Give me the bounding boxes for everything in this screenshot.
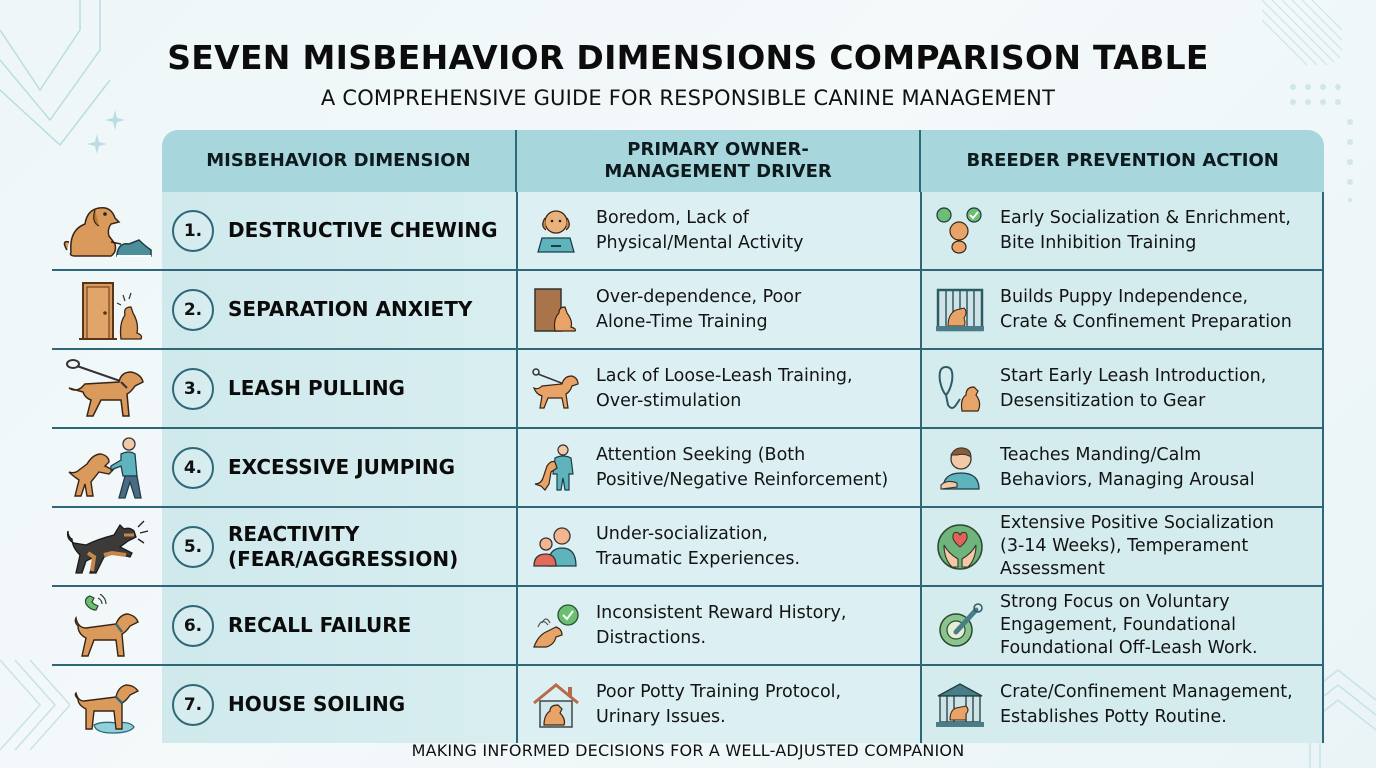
- driver-cell: Under-socialization, Traumatic Experienc…: [516, 508, 920, 585]
- dog-at-door-icon: [52, 271, 162, 348]
- dimension-cell: 6. RECALL FAILURE: [162, 587, 516, 664]
- dimension-label: LEASH PULLING: [228, 376, 405, 400]
- crate-icon: [936, 286, 984, 334]
- driver-text: Poor Potty Training Protocol, Urinary Is…: [596, 682, 842, 727]
- dog-with-bowl-icon: [532, 207, 580, 255]
- dimension-label: HOUSE SOILING: [228, 692, 406, 716]
- driver-text: Attention Seeking (Both Positive/Negativ…: [596, 445, 889, 490]
- driver-cell: Over-dependence, Poor Alone-Time Trainin…: [516, 271, 920, 348]
- dog-jumping-person-icon: [532, 443, 580, 492]
- row-number-badge: 7.: [172, 683, 214, 726]
- action-text: Builds Puppy Independence, Crate & Confi…: [1000, 287, 1292, 332]
- row-number-badge: 2.: [172, 288, 214, 331]
- dog-puddle-icon: [52, 666, 162, 743]
- heart-hands-icon: [936, 523, 984, 571]
- calm-person-icon: [936, 444, 984, 492]
- dog-jumping-on-person-icon: [52, 429, 162, 506]
- driver-text: Over-dependence, Poor Alone-Time Trainin…: [596, 287, 802, 332]
- people-icon: [532, 523, 580, 571]
- leash-puppy-icon: [936, 365, 984, 413]
- dimension-cell: 3. LEASH PULLING: [162, 350, 516, 427]
- row-number-badge: 4.: [172, 446, 214, 489]
- row-number-badge: 3.: [172, 367, 214, 410]
- action-text: Strong Focus on Voluntary Engagement, Fo…: [1000, 592, 1258, 658]
- table-row: 7. HOUSE SOILING Poor Potty Training Pro…: [52, 666, 1324, 743]
- action-text: Extensive Positive Socialization (3-14 W…: [1000, 513, 1275, 579]
- puppy-enrichment-icon: [936, 206, 984, 255]
- dog-phone-call-icon: [52, 587, 162, 664]
- driver-text: Boredom, Lack of Physical/Mental Activit…: [596, 208, 804, 253]
- action-cell: Start Early Leash Introduction, Desensit…: [920, 350, 1324, 427]
- dimension-cell: 4. EXCESSIVE JUMPING: [162, 429, 516, 506]
- driver-text: Inconsistent Reward History, Distraction…: [596, 603, 847, 648]
- sparkle-icon: [87, 110, 125, 154]
- action-text: Early Socialization & Enrichment, Bite I…: [1000, 208, 1291, 253]
- table-header: MISBEHAVIOR DIMENSION PRIMARY OWNER- MAN…: [162, 130, 1324, 192]
- dog-chewing-shoe-icon: [52, 192, 162, 269]
- dog-on-leash-icon: [52, 350, 162, 427]
- dog-checkmark-icon: [532, 602, 580, 650]
- dimension-label: RECALL FAILURE: [228, 613, 412, 637]
- kennel-icon: [936, 681, 984, 729]
- engagement-cycle-icon: [936, 602, 984, 650]
- house-dog-icon: [532, 681, 580, 729]
- table-row: 3. LEASH PULLING Lack of Loose-Leash Tra…: [52, 350, 1324, 429]
- driver-cell: Attention Seeking (Both Positive/Negativ…: [516, 429, 920, 506]
- action-cell: Crate/Confinement Management, Establishe…: [920, 666, 1324, 743]
- column-header-dimension: MISBEHAVIOR DIMENSION: [206, 150, 471, 171]
- table-body: 1. DESTRUCTIVE CHEWING Boredom, Lack of …: [52, 192, 1324, 743]
- driver-text: Under-socialization, Traumatic Experienc…: [596, 524, 801, 569]
- driver-text: Lack of Loose-Leash Training, Over-stimu…: [596, 366, 853, 411]
- driver-cell: Boredom, Lack of Physical/Mental Activit…: [516, 192, 920, 269]
- table-row: 2. SEPARATION ANXIETY Over-dependence, P…: [52, 271, 1324, 350]
- driver-cell: Inconsistent Reward History, Distraction…: [516, 587, 920, 664]
- dimension-cell: 5. REACTIVITY (FEAR/AGGRESSION): [162, 508, 516, 585]
- dimension-cell: 1. DESTRUCTIVE CHEWING: [162, 192, 516, 269]
- column-header-driver-label: PRIMARY OWNER- MANAGEMENT DRIVER: [604, 139, 832, 182]
- dimension-label: DESTRUCTIVE CHEWING: [228, 218, 498, 242]
- dog-leash-icon: [532, 365, 580, 413]
- table-row: 1. DESTRUCTIVE CHEWING Boredom, Lack of …: [52, 192, 1324, 271]
- dimension-cell: 7. HOUSE SOILING: [162, 666, 516, 743]
- footer-tagline: MAKING INFORMED DECISIONS FOR A WELL-ADJ…: [411, 741, 965, 760]
- driver-cell: Poor Potty Training Protocol, Urinary Is…: [516, 666, 920, 743]
- table-row: 4. EXCESSIVE JUMPING Attention Seeking (…: [52, 429, 1324, 508]
- action-text: Crate/Confinement Management, Establishe…: [1000, 682, 1293, 727]
- action-cell: Builds Puppy Independence, Crate & Confi…: [920, 271, 1324, 348]
- column-header-action: BREEDER PREVENTION ACTION: [919, 130, 1324, 192]
- dimension-label: EXCESSIVE JUMPING: [228, 455, 456, 479]
- action-cell: Early Socialization & Enrichment, Bite I…: [920, 192, 1324, 269]
- dimension-cell: 2. SEPARATION ANXIETY: [162, 271, 516, 348]
- row-number-badge: 5.: [172, 525, 214, 568]
- table-row: 6. RECALL FAILURE Inconsistent Reward Hi…: [52, 587, 1324, 666]
- row-number-badge: 6.: [172, 604, 214, 647]
- driver-cell: Lack of Loose-Leash Training, Over-stimu…: [516, 350, 920, 427]
- dimension-label: SEPARATION ANXIETY: [228, 297, 473, 321]
- action-cell: Strong Focus on Voluntary Engagement, Fo…: [920, 587, 1324, 664]
- barking-dog-icon: [52, 508, 162, 585]
- column-header-driver: PRIMARY OWNER- MANAGEMENT DRIVER: [514, 130, 920, 192]
- dimension-label: REACTIVITY (FEAR/AGGRESSION): [228, 521, 459, 571]
- table-row: 5. REACTIVITY (FEAR/AGGRESSION) Under-so…: [52, 508, 1324, 587]
- action-text: Teaches Manding/Calm Behaviors, Managing…: [1000, 445, 1255, 490]
- action-cell: Teaches Manding/Calm Behaviors, Managing…: [920, 429, 1324, 506]
- row-number-badge: 1.: [172, 209, 214, 252]
- action-text: Start Early Leash Introduction, Desensit…: [1000, 366, 1267, 411]
- page-title: SEVEN MISBEHAVIOR DIMENSIONS COMPARISON …: [167, 38, 1209, 77]
- door-dog-icon: [532, 286, 580, 334]
- action-cell: Extensive Positive Socialization (3-14 W…: [920, 508, 1324, 585]
- page-subtitle: A COMPREHENSIVE GUIDE FOR RESPONSIBLE CA…: [320, 86, 1056, 110]
